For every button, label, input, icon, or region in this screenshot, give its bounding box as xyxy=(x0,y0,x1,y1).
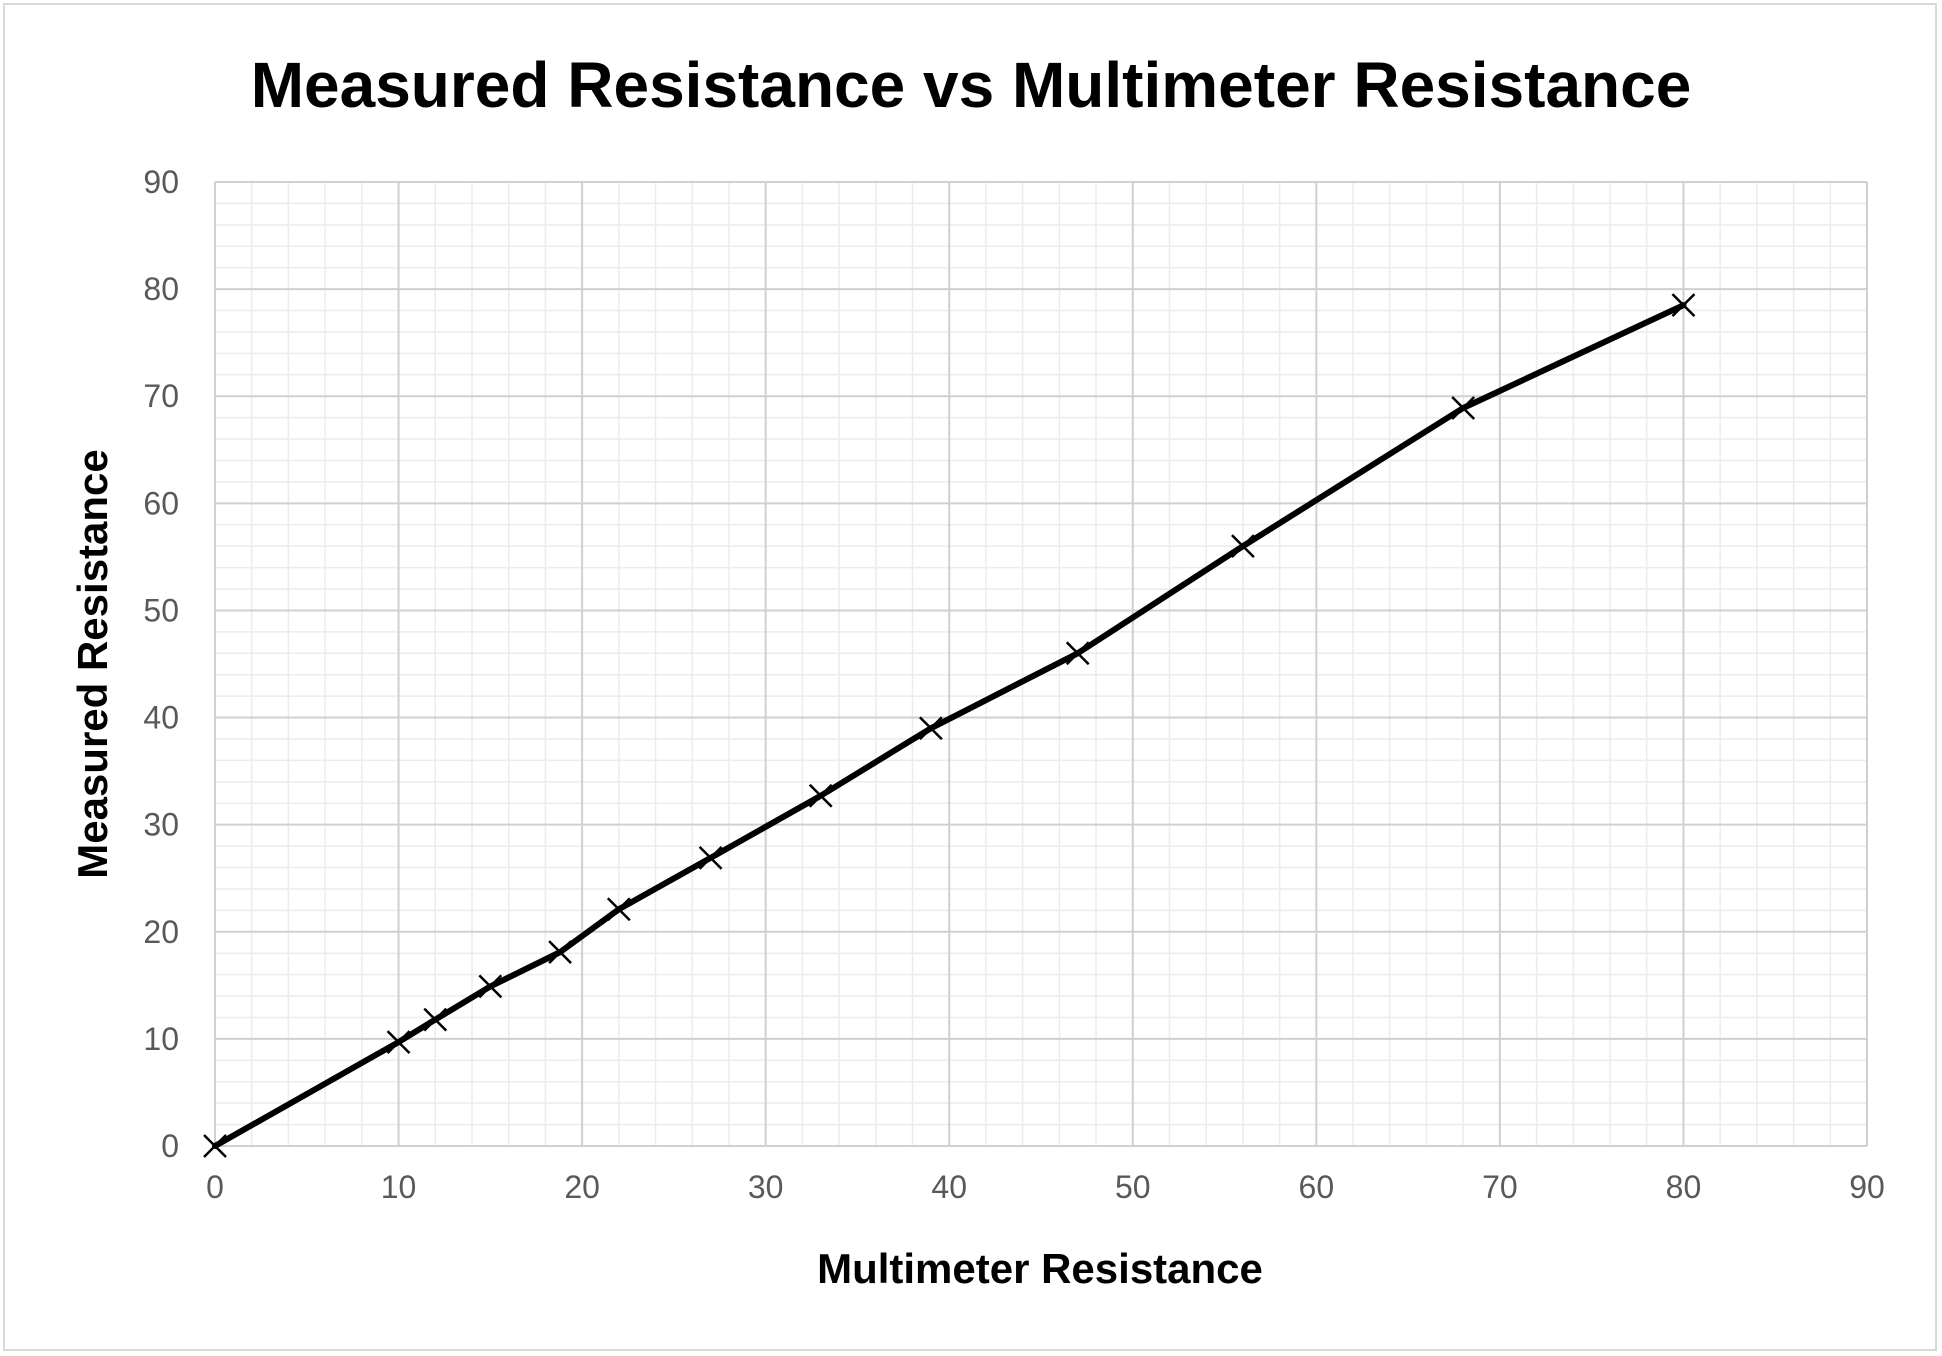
x-tick-labels: 0 10 20 30 40 50 60 70 80 90 xyxy=(206,1169,1885,1205)
data-point-marker xyxy=(423,1007,448,1032)
data-point-marker xyxy=(548,940,572,965)
x-tick-label: 10 xyxy=(381,1169,417,1205)
chart-title: Measured Resistance vs Multimeter Resist… xyxy=(251,49,1692,121)
y-axis-title: Measured Resistance xyxy=(69,449,116,879)
marker-stroke xyxy=(478,974,503,999)
x-tick-label: 50 xyxy=(1115,1169,1151,1205)
marker-stroke xyxy=(386,1030,411,1054)
data-point-marker xyxy=(1231,534,1255,559)
marker-stroke xyxy=(1065,641,1090,666)
y-tick-label: 50 xyxy=(143,592,179,628)
y-tick-label: 80 xyxy=(143,271,179,307)
x-tick-label: 40 xyxy=(931,1169,967,1205)
data-point-marker xyxy=(203,1134,227,1158)
y-tick-label: 10 xyxy=(143,1021,179,1057)
marker-stroke xyxy=(1451,396,1476,420)
y-tick-label: 30 xyxy=(143,807,179,843)
x-tick-label: 80 xyxy=(1666,1169,1702,1205)
data-point-marker xyxy=(1451,396,1476,420)
marker-stroke xyxy=(698,845,723,870)
x-tick-label: 90 xyxy=(1849,1169,1885,1205)
marker-stroke xyxy=(1231,534,1255,559)
data-point-marker xyxy=(386,1030,411,1054)
x-tick-label: 70 xyxy=(1482,1169,1518,1205)
data-point-marker xyxy=(606,897,631,922)
x-tick-label: 60 xyxy=(1299,1169,1335,1205)
y-tick-label: 0 xyxy=(161,1128,179,1164)
y-tick-label: 60 xyxy=(143,485,179,521)
major-gridlines xyxy=(214,181,1868,1147)
data-point-marker xyxy=(1671,293,1696,318)
marker-stroke xyxy=(1671,293,1696,318)
marker-stroke xyxy=(203,1134,227,1158)
x-axis-title: Multimeter Resistance xyxy=(817,1245,1263,1292)
data-point-marker xyxy=(918,716,943,741)
data-point-marker xyxy=(1065,641,1090,666)
series-layer xyxy=(203,293,1696,1158)
y-tick-labels: 0 10 20 30 40 50 60 70 80 90 xyxy=(143,164,179,1164)
data-point-marker xyxy=(698,845,723,870)
x-tick-label: 30 xyxy=(748,1169,784,1205)
data-point-marker xyxy=(808,783,833,808)
y-tick-label: 90 xyxy=(143,164,179,200)
x-tick-label: 0 xyxy=(206,1169,224,1205)
y-tick-label: 40 xyxy=(143,700,179,736)
data-point-marker xyxy=(478,974,503,999)
marker-stroke xyxy=(423,1007,448,1032)
marker-stroke xyxy=(548,940,572,965)
y-tick-label: 20 xyxy=(143,914,179,950)
y-tick-label: 70 xyxy=(143,378,179,414)
x-tick-label: 20 xyxy=(564,1169,600,1205)
marker-stroke xyxy=(808,783,833,808)
marker-stroke xyxy=(606,897,631,922)
marker-stroke xyxy=(918,716,943,741)
